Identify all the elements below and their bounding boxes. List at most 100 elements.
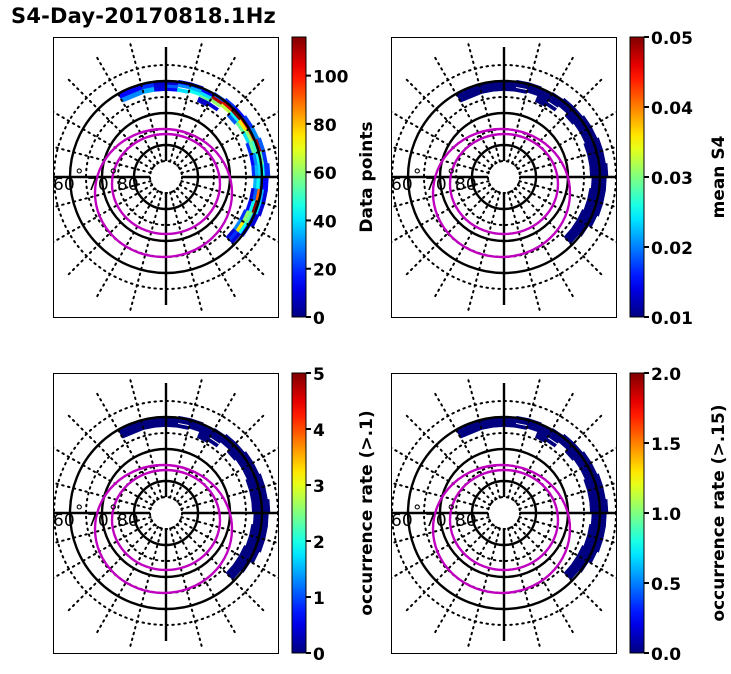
data-bin bbox=[226, 113, 238, 125]
grid-ray bbox=[466, 40, 501, 163]
grid-ray bbox=[176, 523, 266, 613]
latitude-label-70: 70 bbox=[87, 511, 109, 531]
grid-ray bbox=[66, 187, 156, 277]
latitude-label-80: 80 bbox=[117, 175, 139, 195]
axes-frame bbox=[391, 37, 617, 318]
data-bin bbox=[230, 568, 242, 581]
grid-ray bbox=[433, 525, 497, 636]
data-bin bbox=[568, 232, 580, 245]
grid-ray bbox=[433, 54, 497, 165]
grid-ray bbox=[169, 40, 204, 163]
degree-mark: ° bbox=[413, 166, 422, 186]
data-bin bbox=[264, 499, 271, 514]
grid-ray bbox=[516, 447, 616, 506]
data-bin bbox=[564, 113, 576, 125]
colorbar-tick-label: 1.0 bbox=[651, 505, 681, 525]
colorbar-tick-label: 40 bbox=[313, 212, 337, 232]
colorbar-tick-label: 0.0 bbox=[651, 645, 681, 665]
degree-mark: ° bbox=[75, 166, 84, 186]
grid-ray bbox=[178, 520, 278, 579]
grid-ray bbox=[466, 376, 501, 499]
colorbar-tick-label: 5 bbox=[313, 365, 325, 385]
figure-title: S4-Day-20170818.1Hz bbox=[11, 4, 276, 28]
data-bin bbox=[588, 549, 598, 564]
grid-ray bbox=[176, 187, 266, 277]
grid-ray bbox=[128, 376, 163, 499]
inner-oval bbox=[448, 468, 560, 572]
grid-ray bbox=[66, 523, 156, 613]
grid-ray bbox=[180, 145, 278, 174]
outer-oval bbox=[93, 463, 234, 595]
grid-ray bbox=[507, 376, 542, 499]
colorbar-tick-label: 0.5 bbox=[651, 575, 681, 595]
grid-ray bbox=[128, 191, 163, 314]
grid-ray bbox=[518, 516, 616, 545]
axes-frame bbox=[391, 373, 617, 654]
grid-ray bbox=[95, 54, 159, 165]
colorbar-gradient bbox=[629, 36, 645, 318]
grid-ray bbox=[66, 77, 156, 167]
grid-ray bbox=[180, 180, 278, 209]
grid-ray bbox=[176, 413, 266, 503]
colorbar-tick-label: 20 bbox=[313, 261, 337, 281]
grid-ray bbox=[95, 525, 159, 636]
latitude-label-70: 70 bbox=[87, 175, 109, 195]
grid-ray bbox=[391, 180, 490, 209]
grid-ray bbox=[66, 413, 156, 503]
grid-ray bbox=[53, 516, 152, 545]
latitude-label-80: 80 bbox=[455, 175, 477, 195]
grid-ray bbox=[178, 184, 278, 243]
latitude-label-80: 80 bbox=[117, 511, 139, 531]
grid-ray bbox=[178, 111, 278, 170]
grid-ray bbox=[404, 523, 494, 613]
colorbar-gradient bbox=[291, 372, 307, 654]
grid-ray bbox=[514, 413, 604, 503]
data-bin bbox=[602, 499, 609, 514]
outer-oval bbox=[431, 463, 572, 595]
colorbar-tick-label: 3 bbox=[313, 477, 325, 497]
data-bin bbox=[226, 449, 238, 461]
grid-ray bbox=[95, 390, 159, 501]
degree-mark: ° bbox=[109, 166, 118, 186]
grid-ray bbox=[514, 187, 604, 277]
colorbar-label: occurrence rate (>.1) bbox=[357, 410, 377, 615]
colorbar-tick-label: 0.01 bbox=[651, 309, 693, 329]
grid-ray bbox=[391, 110, 492, 170]
colorbar-tick-label: 4 bbox=[313, 421, 325, 441]
plot-area bbox=[53, 40, 278, 314]
colorbar-tick-label: 0.02 bbox=[651, 239, 693, 259]
grid-ray bbox=[433, 390, 497, 501]
grid-ray bbox=[516, 111, 616, 170]
data-bin bbox=[602, 163, 609, 178]
colorbar-tick-label: 2.0 bbox=[651, 365, 681, 385]
grid-ray bbox=[53, 145, 152, 174]
data-bin bbox=[588, 213, 598, 228]
grid-ray bbox=[53, 446, 154, 506]
grid-ray bbox=[128, 527, 163, 650]
grid-ray bbox=[176, 77, 266, 167]
colorbar-label: Data points bbox=[357, 121, 377, 232]
grid-ray bbox=[518, 145, 616, 174]
grid-ray bbox=[173, 54, 237, 165]
data-bin bbox=[600, 176, 607, 191]
grid-ray bbox=[433, 189, 497, 300]
data-bin bbox=[176, 423, 190, 430]
data-bin bbox=[568, 568, 580, 581]
colorbar-tick-label: 0 bbox=[313, 309, 325, 329]
grid-ray bbox=[128, 40, 163, 163]
colorbar: 0.01 0.02 0.03 0.04 0.05 mean S4 bbox=[629, 29, 729, 329]
grid-ray bbox=[391, 481, 490, 510]
colorbar-tick-label: 2 bbox=[313, 533, 325, 553]
colorbar: 0 20 40 60 80 100 Data points bbox=[291, 36, 377, 329]
degree-mark: ° bbox=[447, 502, 456, 522]
data-bin bbox=[262, 176, 269, 191]
data-bin bbox=[230, 232, 242, 245]
grid-ray bbox=[514, 523, 604, 613]
grid-ray bbox=[180, 516, 278, 545]
data-bin bbox=[250, 549, 260, 564]
grid-ray bbox=[53, 481, 152, 510]
colorbar-gradient bbox=[629, 372, 645, 654]
